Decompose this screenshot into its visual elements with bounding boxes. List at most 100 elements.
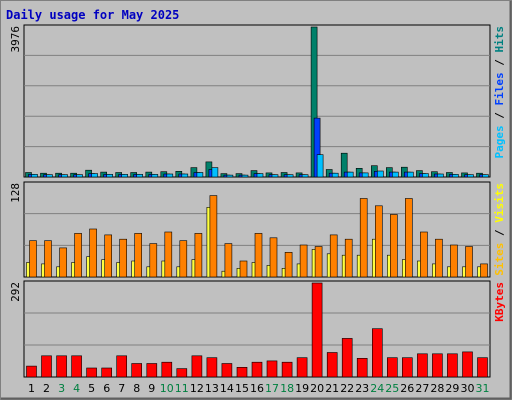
bar-kbytes-day-11 xyxy=(176,368,188,378)
x-tick-day-23: 23 xyxy=(355,382,369,395)
bar-sites-day-4 xyxy=(74,233,82,278)
bar-kbytes-day-22 xyxy=(341,338,353,378)
bar-kbytes-day-25 xyxy=(386,357,398,378)
x-tick-day-15: 15 xyxy=(235,382,249,395)
side-label-part: Visits xyxy=(493,183,506,223)
bar-sites-day-28 xyxy=(435,238,443,278)
bar-kbytes-day-20 xyxy=(311,282,323,378)
bar-pages-day-24 xyxy=(376,170,384,178)
x-tick-day-9: 9 xyxy=(148,382,155,395)
bar-kbytes-day-28 xyxy=(432,353,443,378)
bar-sites-day-23 xyxy=(359,198,368,278)
bar-kbytes-day-6 xyxy=(101,367,112,378)
side-label-part: / xyxy=(493,223,506,243)
bar-sites-day-9 xyxy=(149,243,158,278)
bar-pages-day-6 xyxy=(106,174,113,178)
x-tick-day-18: 18 xyxy=(280,382,294,395)
bar-sites-day-2 xyxy=(44,240,52,278)
side-label-part: KBytes xyxy=(493,282,506,322)
bar-pages-day-5 xyxy=(91,173,98,178)
bar-kbytes-day-29 xyxy=(447,353,458,378)
series-side-label: KBytes xyxy=(493,282,506,322)
series-side-label: Sites / Visits xyxy=(493,183,506,276)
bar-sites-day-13 xyxy=(209,195,218,278)
bar-sites-day-17 xyxy=(269,237,278,278)
x-tick-day-3: 3 xyxy=(58,382,65,395)
bar-sites-day-12 xyxy=(194,233,203,278)
bar-sites-day-20 xyxy=(314,246,323,278)
bar-kbytes-day-31 xyxy=(477,357,488,378)
bar-kbytes-day-1 xyxy=(26,365,37,378)
panel-visits-sites: 128 Sites / Visits xyxy=(9,181,506,278)
bar-sites-day-21 xyxy=(329,234,338,278)
bar-pages-day-8 xyxy=(136,174,143,178)
bar-sites-day-24 xyxy=(374,205,383,278)
bar-pages-day-13 xyxy=(211,167,219,178)
bar-pages-day-7 xyxy=(121,174,128,178)
panel-plot-area xyxy=(23,24,491,178)
bar-pages-day-20 xyxy=(316,154,324,178)
panel-hits-files-pages: 3976 Pages / Files / Hits xyxy=(9,24,506,178)
x-tick-day-20: 20 xyxy=(310,382,324,395)
bar-pages-day-22 xyxy=(346,171,354,178)
x-tick-day-10: 10 xyxy=(160,382,174,395)
bar-pages-day-10 xyxy=(166,173,174,178)
series-side-label: Pages / Files / Hits xyxy=(493,26,506,159)
bar-pages-day-1 xyxy=(31,174,38,178)
x-tick-day-12: 12 xyxy=(190,382,204,395)
bar-sites-day-15 xyxy=(239,260,248,278)
bar-kbytes-day-8 xyxy=(131,363,142,378)
bar-kbytes-day-18 xyxy=(281,361,293,378)
bar-kbytes-day-2 xyxy=(41,355,52,378)
x-tick-day-21: 21 xyxy=(325,382,339,395)
bar-sites-day-29 xyxy=(450,244,458,278)
bar-sites-day-14 xyxy=(224,243,233,278)
side-label-part: Hits xyxy=(493,26,506,53)
bar-kbytes-day-4 xyxy=(71,355,82,378)
x-axis-tick-labels: 1 2 3 4 5 6 7 8 9 10 11 12 13 14 15 16 17 18 19 20 21 22 23 24 2… xyxy=(28,382,490,395)
bar-pages-day-19 xyxy=(301,174,309,178)
bar-kbytes-day-27 xyxy=(417,353,428,378)
bar-kbytes-day-30 xyxy=(462,351,473,378)
bar-pages-day-21 xyxy=(331,172,339,178)
x-tick-day-28: 28 xyxy=(430,382,444,395)
bar-kbytes-day-10 xyxy=(161,361,173,378)
bar-kbytes-day-3 xyxy=(56,355,67,378)
bar-kbytes-day-14 xyxy=(221,363,233,378)
bar-kbytes-day-13 xyxy=(206,357,218,378)
bar-kbytes-day-23 xyxy=(356,357,368,378)
y-axis-max-label: 292 xyxy=(9,282,22,302)
bar-kbytes-day-21 xyxy=(326,352,338,378)
x-tick-day-22: 22 xyxy=(340,382,354,395)
bar-kbytes-day-26 xyxy=(401,357,413,378)
chart-title: Daily usage for May 2025 xyxy=(6,8,179,22)
bar-pages-day-18 xyxy=(286,174,294,178)
bar-sites-day-6 xyxy=(104,234,112,278)
side-label-part: / xyxy=(493,53,506,73)
bar-kbytes-day-17 xyxy=(266,360,278,378)
x-tick-day-26: 26 xyxy=(400,382,414,395)
bar-pages-day-12 xyxy=(196,172,204,178)
x-tick-day-13: 13 xyxy=(205,382,219,395)
bar-sites-day-11 xyxy=(179,240,188,278)
x-tick-day-24: 24 xyxy=(370,382,384,395)
bar-sites-day-25 xyxy=(389,214,398,278)
bar-kbytes-day-24 xyxy=(371,328,383,378)
x-tick-day-8: 8 xyxy=(133,382,140,395)
bar-sites-day-30 xyxy=(465,246,473,278)
side-label-part: Pages xyxy=(493,125,506,158)
bar-sites-day-3 xyxy=(59,247,67,278)
bar-sites-day-18 xyxy=(284,252,293,278)
bar-pages-day-30 xyxy=(467,174,474,178)
x-tick-day-17: 17 xyxy=(265,382,279,395)
panel-kbytes: 292 KBytes xyxy=(9,280,506,378)
bar-pages-day-9 xyxy=(151,174,159,178)
bar-kbytes-day-15 xyxy=(236,366,248,378)
bar-pages-day-11 xyxy=(181,173,189,178)
bar-pages-day-2 xyxy=(46,174,53,178)
bar-pages-day-29 xyxy=(452,174,459,178)
bar-sites-day-26 xyxy=(404,198,413,278)
bar-pages-day-27 xyxy=(422,173,429,178)
bar-pages-day-26 xyxy=(406,171,414,178)
bar-sites-day-7 xyxy=(119,238,127,278)
